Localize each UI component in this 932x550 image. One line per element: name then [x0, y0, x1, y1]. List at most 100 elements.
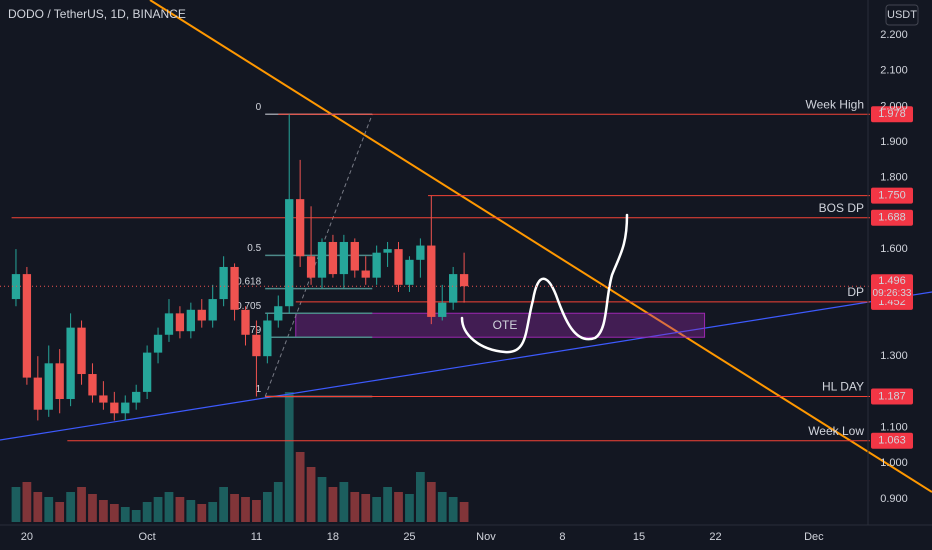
currency-box[interactable] [885, 4, 919, 26]
y-tick-label: 2.200 [880, 29, 908, 41]
candle-body [219, 266, 228, 300]
fib-label: 0.705 [236, 301, 261, 312]
candle-body [274, 306, 283, 321]
candle-body [175, 313, 185, 332]
x-tick-label: 8 [559, 531, 565, 543]
volume-bar [22, 482, 32, 522]
candle-body [438, 302, 447, 317]
volume-bar [77, 487, 86, 522]
volume-bar [153, 497, 163, 522]
volume-bar [426, 482, 436, 522]
volume-bar [55, 502, 65, 522]
level-name: BOS DP [819, 201, 864, 215]
candle-body [66, 327, 75, 400]
candle-body [394, 249, 403, 285]
volume-bar [383, 487, 392, 522]
trend-line [0, 291, 932, 441]
countdown: 09:26:33 [873, 288, 912, 299]
fib-label: 79 [250, 325, 262, 336]
candle-body [306, 256, 316, 278]
volume-bar [66, 492, 75, 522]
candle-body [132, 391, 141, 403]
candle-body [186, 309, 195, 332]
volume-bar [33, 492, 43, 522]
candle-body [241, 309, 250, 335]
volume-bar [448, 497, 458, 522]
candle-body [121, 402, 130, 414]
volume-bar [142, 502, 152, 522]
currency: USDT [887, 9, 917, 21]
volume-bar [350, 492, 360, 522]
x-tick-label: 25 [403, 531, 415, 543]
volume-bar [459, 502, 469, 522]
level-name: DP [847, 285, 864, 299]
last-price: 1.496 [878, 275, 906, 287]
volume-bar [219, 487, 229, 522]
candle-body [361, 270, 370, 278]
volume-bar [284, 392, 294, 522]
volume-bar [186, 500, 196, 522]
price-label: 1.063 [878, 435, 906, 447]
candle-body [33, 377, 42, 410]
volume-bar [262, 492, 272, 522]
candle-body [99, 395, 108, 403]
x-tick-label: Oct [139, 531, 156, 543]
y-tick-label: 2.100 [880, 65, 908, 77]
y-tick-label: 0.900 [880, 493, 908, 505]
candle-body [164, 313, 174, 335]
y-tick-label: 1.900 [880, 136, 908, 148]
candle-body [55, 363, 64, 400]
volume-bar [273, 482, 283, 522]
volume-bar [44, 497, 54, 522]
candle-body [153, 334, 163, 353]
candle-body [350, 241, 359, 271]
candle-body [405, 259, 414, 285]
candle-body [295, 199, 305, 257]
price-box [871, 187, 913, 204]
candle-body [285, 199, 294, 307]
level-name: HL DAY [822, 380, 864, 394]
hand-drawing [460, 213, 629, 354]
candle-body [252, 334, 261, 357]
volume-bar [208, 502, 218, 522]
candle-body [372, 252, 381, 278]
fib-label: 0.618 [236, 276, 261, 287]
candle-body [317, 241, 327, 278]
candle-body [44, 363, 53, 410]
volume-bar [339, 482, 349, 522]
volume-bar [241, 497, 250, 522]
candle-body [383, 249, 392, 253]
candle-body [77, 327, 86, 375]
candle-body [208, 299, 217, 321]
volume-bar [295, 452, 305, 522]
candle-body [197, 309, 206, 321]
volume-bar [317, 477, 327, 522]
price-label: 1.187 [878, 390, 906, 402]
y-tick-label: 1.600 [880, 243, 908, 255]
x-tick-label: 11 [251, 531, 262, 543]
volume-bar [99, 500, 108, 522]
y-tick-label: 1.300 [880, 350, 908, 362]
price-label: 1.688 [878, 212, 906, 224]
volume-bar [109, 504, 119, 522]
price-label: 1.750 [878, 189, 906, 201]
fib-label: 0 [256, 102, 262, 113]
candle-body [110, 402, 119, 414]
volume-bar [175, 497, 185, 522]
zone-label: OTE [493, 318, 518, 332]
price-box [871, 209, 913, 226]
volume-bar [120, 507, 130, 522]
price-label: 1.978 [878, 108, 906, 120]
candle-body [427, 245, 436, 317]
chart-title: DODO / TetherUS, 1D, BINANCE [8, 7, 186, 21]
candle-body [328, 241, 338, 275]
candle-body [449, 274, 458, 303]
candle-body [142, 352, 152, 392]
level-name: Week High [806, 97, 864, 111]
price-box [871, 432, 913, 449]
level-name: Week Low [808, 424, 864, 438]
fib-label: 1 [256, 384, 262, 395]
volume-bar [328, 487, 338, 522]
volume-bar [131, 510, 141, 522]
volume-bar [252, 500, 261, 522]
